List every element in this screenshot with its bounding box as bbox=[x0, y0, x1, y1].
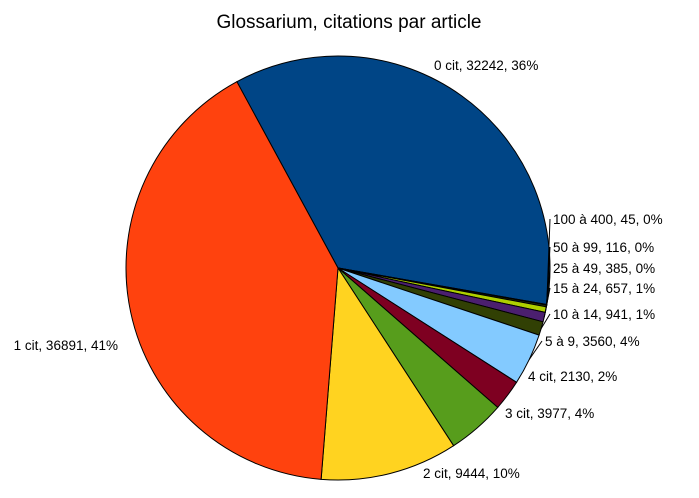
slice-label: 100 à 400, 45, 0% bbox=[553, 212, 663, 227]
slice-label: 5 à 9, 3560, 4% bbox=[545, 334, 640, 349]
leader-line bbox=[528, 340, 543, 360]
slice-label: 25 à 49, 385, 0% bbox=[553, 261, 655, 276]
slice-labels: 0 cit, 32242, 36% 100 à 400, 45, 0% 50 à 9… bbox=[14, 58, 663, 481]
slice-label: 15 à 24, 657, 1% bbox=[553, 281, 655, 296]
slice-label: 10 à 14, 941, 1% bbox=[553, 307, 655, 322]
leader-line bbox=[543, 287, 551, 318]
slice-label: 4 cit, 2130, 2% bbox=[528, 369, 617, 384]
leader-lines bbox=[528, 218, 551, 360]
pie-slice-0-cit bbox=[236, 55, 551, 306]
slice-label: 1 cit, 36891, 41% bbox=[14, 338, 118, 353]
chart-title: Glossarium, citations par article bbox=[216, 12, 481, 33]
slice-label: 50 à 99, 116, 0% bbox=[553, 240, 654, 255]
slice-label: 3 cit, 3977, 4% bbox=[505, 406, 594, 421]
leader-line bbox=[540, 313, 551, 329]
slice-label: 2 cit, 9444, 10% bbox=[423, 466, 520, 481]
pie-slices bbox=[125, 55, 551, 481]
leader-line bbox=[545, 267, 551, 310]
pie-slice-2-cit bbox=[320, 266, 455, 481]
pie-slice-1-cit bbox=[125, 81, 339, 480]
slice-label: 0 cit, 32242, 36% bbox=[434, 58, 538, 73]
